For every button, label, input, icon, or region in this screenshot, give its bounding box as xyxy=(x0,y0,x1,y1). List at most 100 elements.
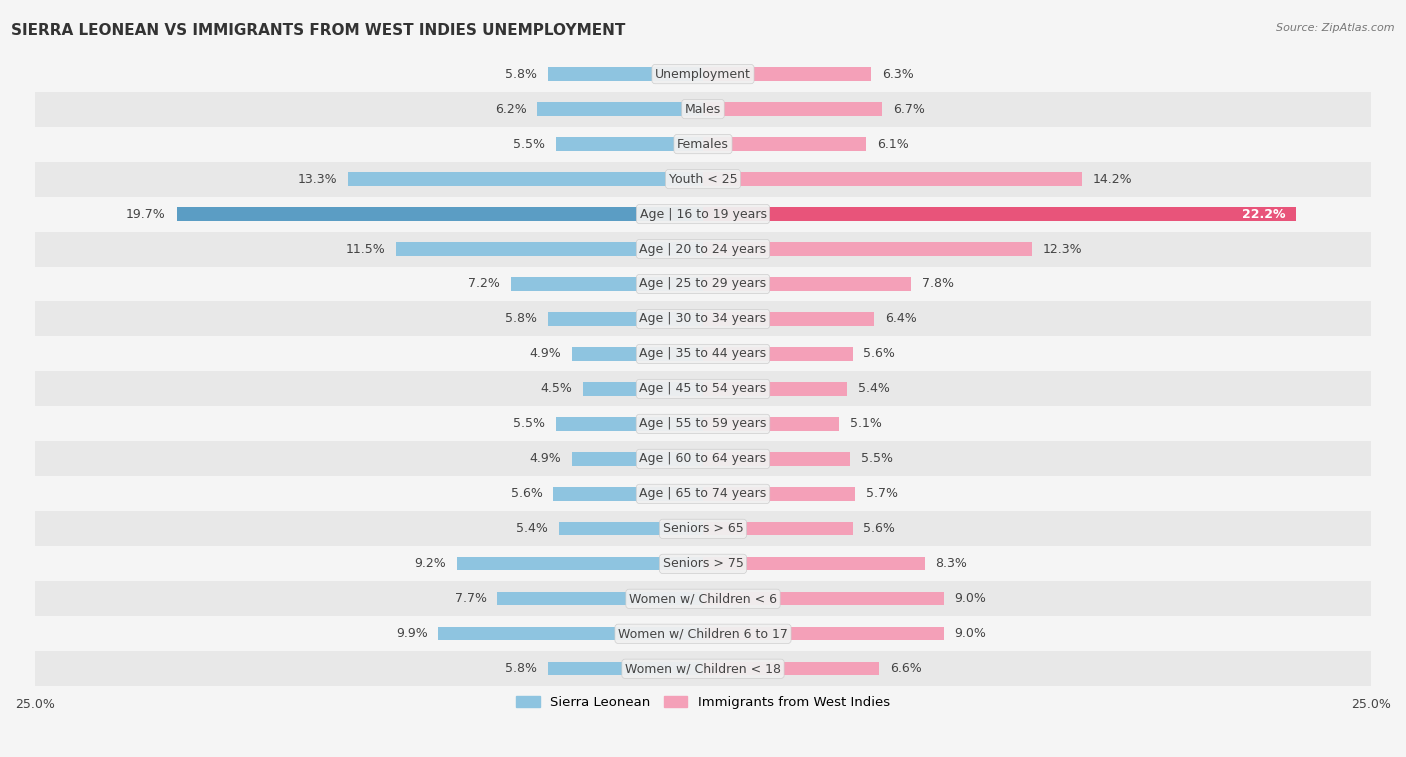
Bar xyxy=(537,102,703,116)
Text: 5.5%: 5.5% xyxy=(513,138,546,151)
Text: 5.6%: 5.6% xyxy=(510,488,543,500)
Bar xyxy=(703,592,943,606)
Bar xyxy=(703,207,1296,221)
Text: 19.7%: 19.7% xyxy=(127,207,166,220)
Bar xyxy=(703,627,943,640)
Bar xyxy=(703,347,852,360)
Text: 9.9%: 9.9% xyxy=(396,628,427,640)
Text: 4.9%: 4.9% xyxy=(530,347,561,360)
Bar xyxy=(703,277,911,291)
Bar xyxy=(35,581,1371,616)
Text: 9.0%: 9.0% xyxy=(955,628,986,640)
Text: Women w/ Children < 18: Women w/ Children < 18 xyxy=(626,662,780,675)
Bar xyxy=(35,126,1371,161)
Bar xyxy=(703,102,882,116)
Bar xyxy=(35,651,1371,687)
Text: 6.1%: 6.1% xyxy=(877,138,908,151)
Bar xyxy=(395,242,703,256)
Bar xyxy=(35,336,1371,372)
Text: 22.2%: 22.2% xyxy=(1241,207,1285,220)
Text: 9.0%: 9.0% xyxy=(955,592,986,606)
Bar xyxy=(35,197,1371,232)
Bar xyxy=(35,266,1371,301)
Text: 5.5%: 5.5% xyxy=(513,417,546,431)
Legend: Sierra Leonean, Immigrants from West Indies: Sierra Leonean, Immigrants from West Ind… xyxy=(510,690,896,715)
Text: Women w/ Children 6 to 17: Women w/ Children 6 to 17 xyxy=(619,628,787,640)
Bar xyxy=(510,277,703,291)
Bar xyxy=(703,488,855,500)
Text: 5.5%: 5.5% xyxy=(860,453,893,466)
Text: 11.5%: 11.5% xyxy=(346,242,385,256)
Bar xyxy=(703,242,1032,256)
Text: Age | 65 to 74 years: Age | 65 to 74 years xyxy=(640,488,766,500)
Text: 8.3%: 8.3% xyxy=(935,557,967,570)
Text: Age | 30 to 34 years: Age | 30 to 34 years xyxy=(640,313,766,326)
Bar xyxy=(555,417,703,431)
Text: 6.2%: 6.2% xyxy=(495,103,527,116)
Text: Seniors > 75: Seniors > 75 xyxy=(662,557,744,570)
Text: Age | 45 to 54 years: Age | 45 to 54 years xyxy=(640,382,766,395)
Bar xyxy=(177,207,703,221)
Text: Seniors > 65: Seniors > 65 xyxy=(662,522,744,535)
Bar xyxy=(35,92,1371,126)
Text: Age | 20 to 24 years: Age | 20 to 24 years xyxy=(640,242,766,256)
Text: SIERRA LEONEAN VS IMMIGRANTS FROM WEST INDIES UNEMPLOYMENT: SIERRA LEONEAN VS IMMIGRANTS FROM WEST I… xyxy=(11,23,626,38)
Text: 5.4%: 5.4% xyxy=(516,522,548,535)
Text: Age | 35 to 44 years: Age | 35 to 44 years xyxy=(640,347,766,360)
Bar xyxy=(457,557,703,571)
Text: 5.1%: 5.1% xyxy=(851,417,882,431)
Bar xyxy=(572,347,703,360)
Bar xyxy=(35,57,1371,92)
Bar xyxy=(572,452,703,466)
Text: 5.4%: 5.4% xyxy=(858,382,890,395)
Text: Source: ZipAtlas.com: Source: ZipAtlas.com xyxy=(1277,23,1395,33)
Text: Unemployment: Unemployment xyxy=(655,67,751,81)
Text: 12.3%: 12.3% xyxy=(1042,242,1083,256)
Text: 7.8%: 7.8% xyxy=(922,278,955,291)
Bar xyxy=(703,452,851,466)
Bar xyxy=(35,301,1371,336)
Bar xyxy=(498,592,703,606)
Bar xyxy=(347,173,703,185)
Text: 4.9%: 4.9% xyxy=(530,453,561,466)
Text: Women w/ Children < 6: Women w/ Children < 6 xyxy=(628,592,778,606)
Text: 5.6%: 5.6% xyxy=(863,522,896,535)
Bar xyxy=(548,662,703,675)
Text: 5.8%: 5.8% xyxy=(505,662,537,675)
Text: 5.6%: 5.6% xyxy=(863,347,896,360)
Bar xyxy=(582,382,703,396)
Bar xyxy=(703,313,875,326)
Bar xyxy=(35,232,1371,266)
Text: Age | 55 to 59 years: Age | 55 to 59 years xyxy=(640,417,766,431)
Text: Males: Males xyxy=(685,103,721,116)
Bar xyxy=(703,557,925,571)
Bar xyxy=(548,67,703,81)
Bar xyxy=(554,488,703,500)
Text: 7.7%: 7.7% xyxy=(454,592,486,606)
Bar xyxy=(555,138,703,151)
Text: 5.8%: 5.8% xyxy=(505,67,537,81)
Text: 5.7%: 5.7% xyxy=(866,488,898,500)
Text: 5.8%: 5.8% xyxy=(505,313,537,326)
Text: 6.6%: 6.6% xyxy=(890,662,922,675)
Text: 9.2%: 9.2% xyxy=(415,557,447,570)
Bar xyxy=(703,173,1083,185)
Bar xyxy=(703,522,852,535)
Text: 6.3%: 6.3% xyxy=(882,67,914,81)
Bar xyxy=(703,417,839,431)
Text: 6.7%: 6.7% xyxy=(893,103,925,116)
Bar xyxy=(703,138,866,151)
Bar xyxy=(548,313,703,326)
Bar xyxy=(35,547,1371,581)
Bar xyxy=(35,161,1371,197)
Bar xyxy=(703,67,872,81)
Bar xyxy=(703,382,848,396)
Bar xyxy=(439,627,703,640)
Bar xyxy=(35,512,1371,547)
Text: 14.2%: 14.2% xyxy=(1092,173,1133,185)
Text: 6.4%: 6.4% xyxy=(884,313,917,326)
Text: 7.2%: 7.2% xyxy=(468,278,501,291)
Text: Age | 60 to 64 years: Age | 60 to 64 years xyxy=(640,453,766,466)
Bar xyxy=(35,616,1371,651)
Bar xyxy=(35,407,1371,441)
